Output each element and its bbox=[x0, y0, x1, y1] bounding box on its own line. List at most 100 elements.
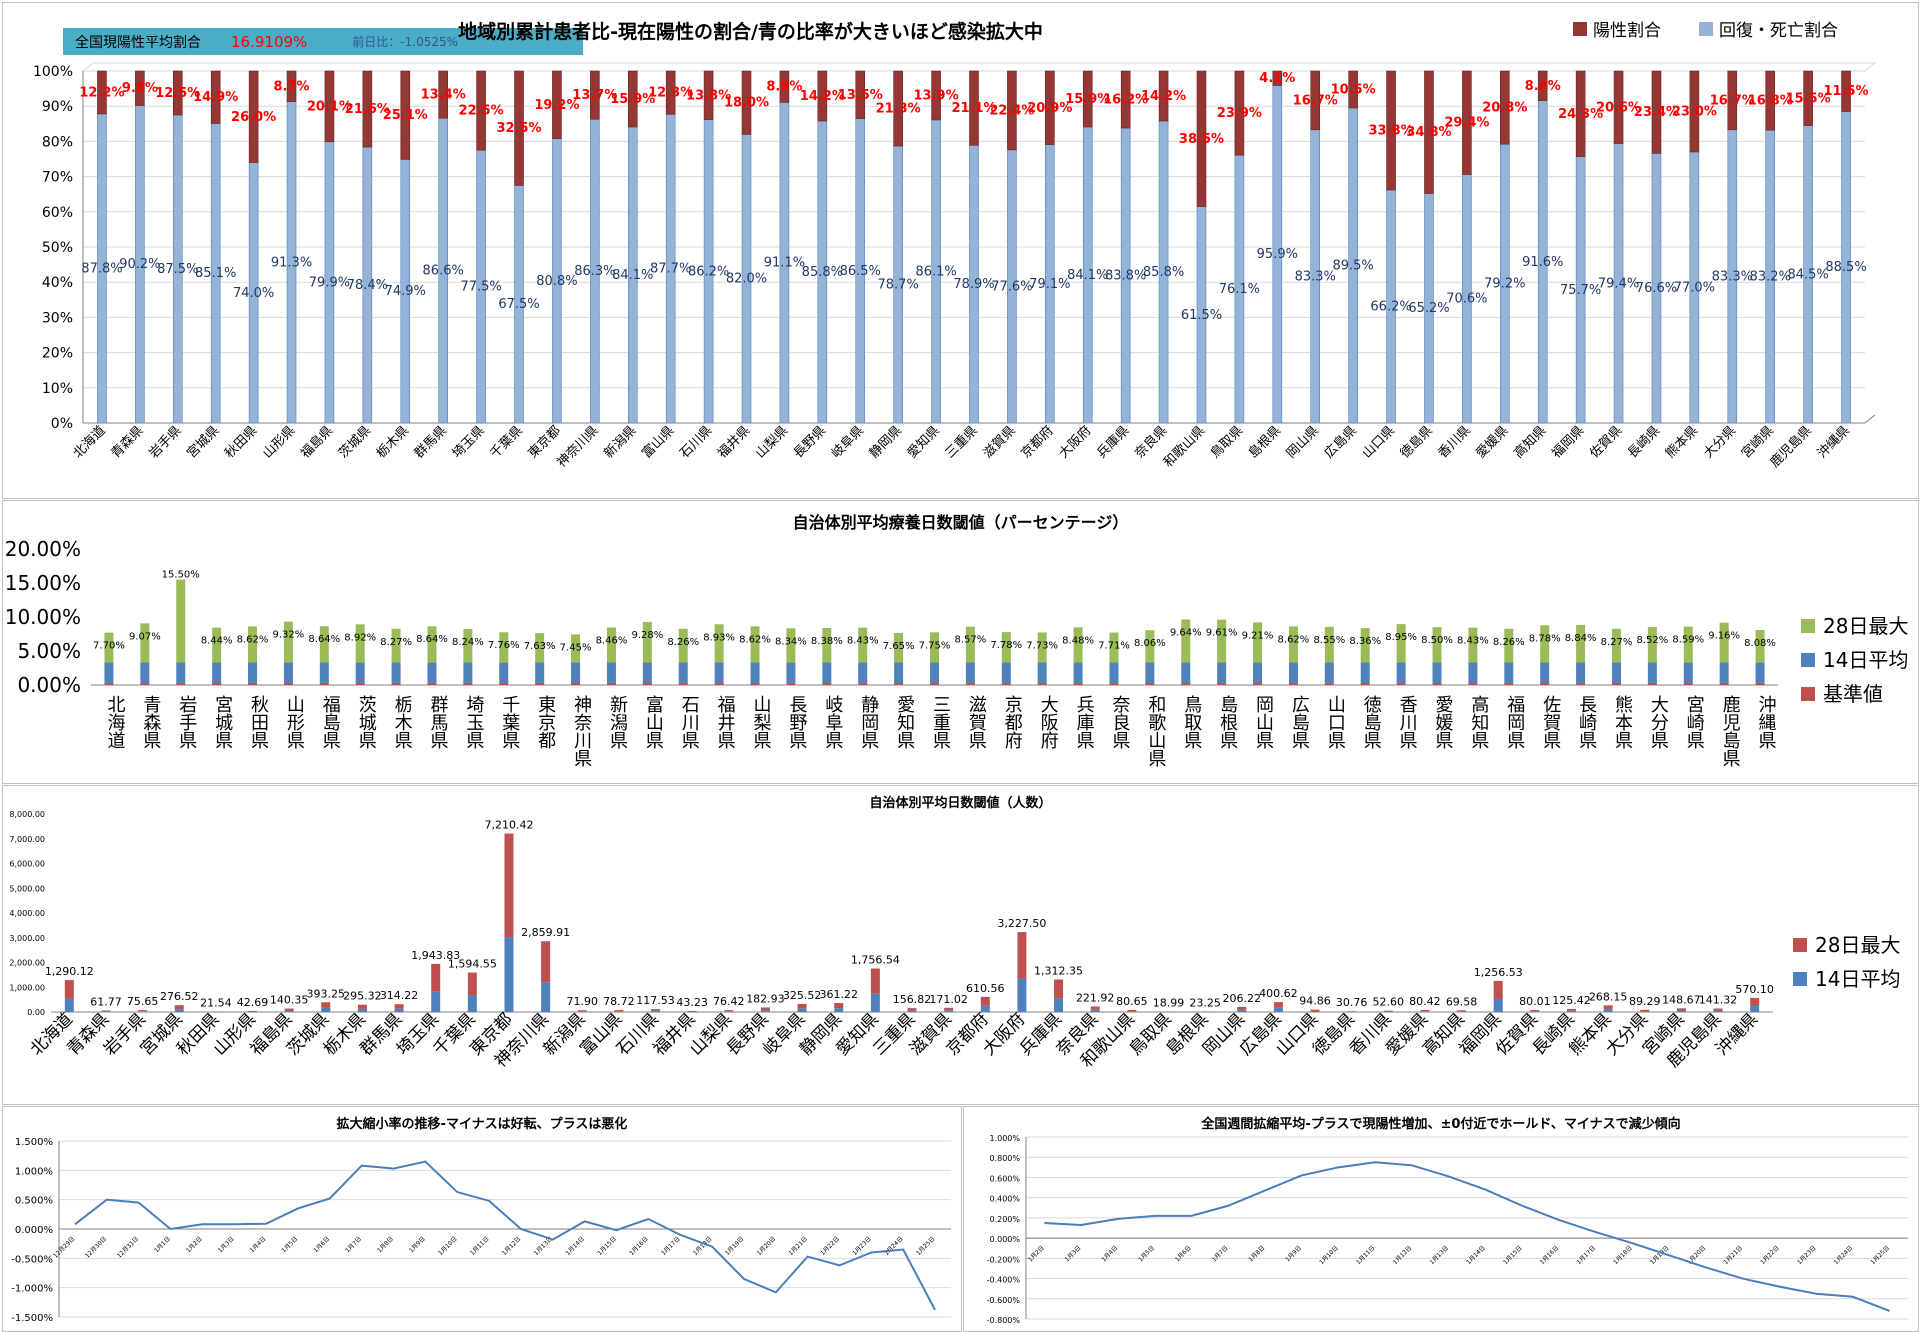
data-label-recovered: 79.9% bbox=[309, 275, 350, 290]
data-label-count: 221.92 bbox=[1076, 992, 1115, 1005]
data-label-recovered: 66.2% bbox=[1370, 299, 1411, 314]
x-tick-label: 石川県 bbox=[677, 423, 715, 461]
data-label-max28: 8.08% bbox=[1744, 638, 1776, 649]
x-tick-label: 山口県 bbox=[1325, 695, 1346, 749]
data-label-positive: 33.8% bbox=[1369, 123, 1414, 138]
bar-positive bbox=[1651, 70, 1662, 154]
x-tick-label: 1月18日 bbox=[1612, 1245, 1634, 1267]
data-label-recovered: 91.6% bbox=[1522, 255, 1563, 270]
bar-base bbox=[571, 682, 581, 685]
bar-max28 bbox=[1037, 632, 1047, 663]
bar-max28-count bbox=[174, 1005, 184, 1010]
data-label-recovered: 61.5% bbox=[1181, 308, 1222, 323]
chart-panel-percent: 自治体別平均療養日数閾値（パーセンテージ） 28日最大 14日平均 基準値 0.… bbox=[2, 500, 1919, 784]
bar-positive bbox=[324, 70, 335, 143]
x-tick-label: 1月7日 bbox=[344, 1235, 363, 1254]
bar-avg14-count bbox=[1640, 1011, 1650, 1012]
bar-avg14-count bbox=[1383, 1011, 1393, 1012]
bar-max28 bbox=[714, 624, 724, 663]
legend-swatch-base-pct bbox=[1801, 687, 1815, 701]
bar-positive bbox=[1424, 70, 1434, 194]
bar-avg14-count bbox=[1713, 1010, 1723, 1012]
bar-base bbox=[858, 682, 868, 685]
x-tick-label: 千葉県 bbox=[499, 695, 520, 749]
legend-label-positive: 陽性割合 bbox=[1593, 21, 1661, 41]
bar-base bbox=[1145, 682, 1155, 685]
x-tick-label: 1月8日 bbox=[376, 1235, 395, 1254]
bar-avg14 bbox=[499, 662, 509, 683]
y-tick-label: 2,000.00 bbox=[9, 959, 45, 968]
bar-avg14-count bbox=[467, 995, 477, 1012]
legend-swatch-avg14-pct bbox=[1801, 653, 1815, 667]
x-tick-label: 1月10日 bbox=[1318, 1245, 1340, 1267]
bar-max28-count bbox=[321, 1002, 331, 1008]
bar-max28 bbox=[499, 632, 509, 663]
x-tick-label: 1月3日 bbox=[217, 1235, 236, 1254]
bar-base bbox=[140, 682, 150, 685]
x-tick-label: 1月10日 bbox=[437, 1235, 459, 1257]
bar-base bbox=[750, 682, 760, 685]
legend-swatch-recovered bbox=[1699, 21, 1713, 36]
bar-avg14 bbox=[463, 662, 473, 683]
data-label-positive: 22.4% bbox=[989, 103, 1034, 118]
bar-avg14 bbox=[1217, 662, 1227, 683]
x-tick-label: 秋田県 bbox=[222, 423, 260, 461]
data-label-count: 1,256.53 bbox=[1474, 966, 1523, 979]
data-label-max28: 8.95% bbox=[1385, 632, 1417, 643]
bar-max28 bbox=[1324, 626, 1334, 663]
y-tick-label: 4,000.00 bbox=[9, 909, 45, 918]
x-tick-label: 茨城県 bbox=[336, 423, 374, 461]
bar-positive bbox=[1158, 70, 1169, 122]
bar-positive bbox=[1196, 70, 1207, 207]
bar-positive bbox=[1082, 70, 1093, 128]
x-tick-label: 神奈川県 bbox=[571, 695, 592, 767]
bar-max28 bbox=[1432, 627, 1442, 663]
data-label-positive: 8.9% bbox=[766, 80, 802, 95]
x-tick-label: 沖縄県 bbox=[1756, 695, 1777, 749]
data-label-count: 30.76 bbox=[1336, 996, 1368, 1009]
data-label-count: 570.10 bbox=[1735, 983, 1774, 996]
x-tick-label: 1月4日 bbox=[1100, 1245, 1119, 1264]
bar-avg14-count bbox=[834, 1008, 844, 1012]
bar-max28-count bbox=[1383, 1010, 1393, 1012]
bar-avg14-count bbox=[1493, 998, 1503, 1012]
data-label-positive: 34.8% bbox=[1406, 125, 1451, 140]
data-label-max28: 8.48% bbox=[1062, 635, 1094, 646]
bar-max28-count bbox=[1273, 1002, 1283, 1008]
data-label-count: 156.82 bbox=[893, 993, 932, 1006]
x-tick-label: 1月4日 bbox=[249, 1235, 268, 1254]
bar-avg14-count bbox=[431, 991, 441, 1012]
data-label-count: 75.65 bbox=[127, 995, 159, 1008]
bar-max28-count bbox=[980, 996, 990, 1006]
bar-avg14 bbox=[1719, 662, 1729, 683]
bar-base bbox=[1109, 682, 1119, 685]
data-label-recovered: 87.5% bbox=[157, 262, 198, 277]
x-tick-label: 長崎県 bbox=[1576, 695, 1597, 749]
data-label-recovered: 76.1% bbox=[1219, 282, 1260, 297]
x-tick-label: 長崎県 bbox=[1625, 423, 1663, 461]
x-tick-label: 静岡県 bbox=[867, 423, 905, 461]
x-tick-label: 1月20日 bbox=[756, 1235, 778, 1257]
y-tick-label: 80% bbox=[42, 134, 73, 150]
bar-avg14 bbox=[1001, 662, 1011, 683]
x-tick-label: 愛知県 bbox=[904, 423, 943, 462]
bar-avg14 bbox=[642, 662, 652, 683]
bar-max28 bbox=[1611, 628, 1621, 663]
bar-max28 bbox=[571, 634, 581, 663]
bar-max28 bbox=[678, 628, 688, 663]
legend-swatch-positive bbox=[1573, 21, 1587, 36]
data-label-recovered: 88.5% bbox=[1825, 260, 1866, 275]
legend-item-max28-pct: 28日最大 bbox=[1801, 609, 1908, 643]
bar-max28 bbox=[1001, 632, 1011, 663]
x-tick-label: 栃木県 bbox=[374, 423, 412, 461]
bar-avg14 bbox=[391, 662, 401, 683]
data-label-count: 43.23 bbox=[676, 996, 708, 1009]
data-label-max28: 8.64% bbox=[308, 634, 340, 645]
data-label-max28: 8.43% bbox=[847, 636, 879, 647]
x-tick-label: 福岡県 bbox=[1504, 695, 1525, 749]
data-label-positive: 16.7% bbox=[1710, 93, 1755, 108]
x-tick-label: 1月5日 bbox=[1137, 1245, 1156, 1264]
data-label-count: 295.32 bbox=[343, 990, 382, 1003]
x-tick-label: 1月16日 bbox=[628, 1235, 650, 1257]
bar-positive bbox=[1803, 70, 1813, 126]
